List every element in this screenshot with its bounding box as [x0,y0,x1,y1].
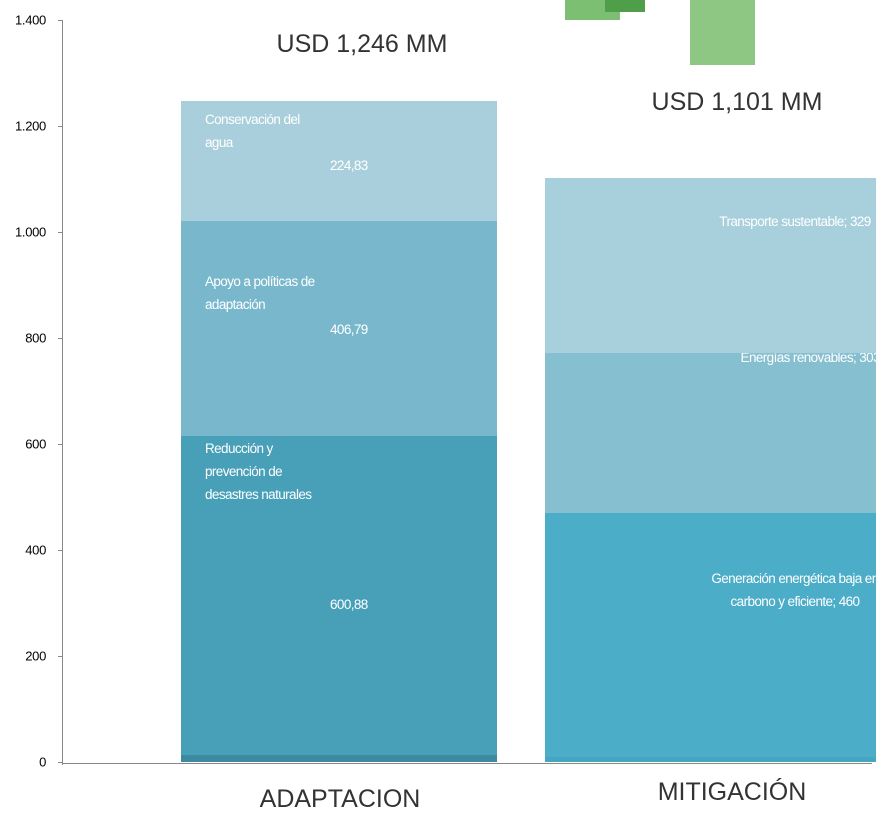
tick-mark [58,550,62,551]
x-tick-label: ADAPTACION [190,785,490,814]
tick-mark [58,232,62,233]
segment-label: Conservación del agua [205,108,315,154]
decor [605,0,645,12]
tick-mark [58,762,62,763]
segment-label: Reducción y prevención de desastres natu… [205,437,315,506]
segment-label: Apoyo a políticas de adaptación [205,270,315,316]
tick-mark [58,656,62,657]
y-axis [62,20,63,765]
total-label: USD 1,246 MM [212,30,512,59]
segment-label: Generación energética baja en carbono y … [700,567,890,613]
baseline [62,763,872,764]
value-label: 224,83 [330,154,368,177]
y-tick-label: 400 [6,543,46,558]
y-tick-label: 600 [6,437,46,452]
y-tick-label: 0 [6,755,46,770]
chart: 02004006008001.0001.2001.400Adaptación e… [0,0,894,816]
x-tick-label: MITIGACIÓN [582,778,882,807]
y-tick-label: 800 [6,331,46,346]
total-label: USD 1,101 MM [587,88,887,117]
tick-mark [58,20,62,21]
value-label: 406,79 [330,318,368,341]
bar-segment [545,757,876,762]
y-tick-label: 1.200 [6,119,46,134]
value-label: 600,88 [330,593,368,616]
segment-label: Transporte sustentable; 329 [700,210,890,233]
bar-segment [545,353,876,514]
bar-segment [545,513,876,757]
tick-mark [58,338,62,339]
bar-segment [545,178,876,352]
tick-mark [58,444,62,445]
y-tick-label: 200 [6,649,46,664]
decor [690,0,755,65]
y-tick-label: 1.400 [6,13,46,28]
y-tick-label: 1.000 [6,225,46,240]
tick-mark [58,126,62,127]
